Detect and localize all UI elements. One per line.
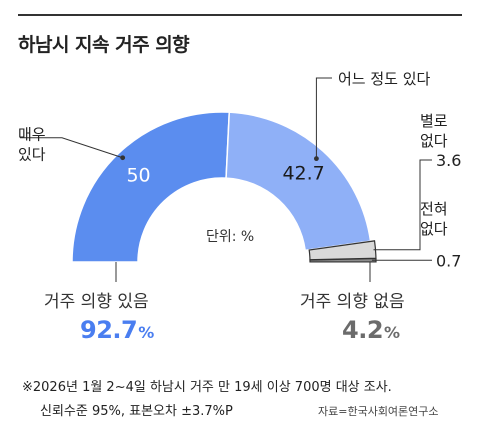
total-positive-value: 92.7% [80, 316, 154, 344]
slice-label-none-1: 없다 [420, 220, 448, 238]
total-negative-value: 4.2% [342, 316, 400, 344]
slice-label-little-1: 없다 [420, 132, 448, 150]
footnote-survey: ※2026년 1월 2~4일 하남시 거주 만 19세 이상 700명 대상 조… [22, 380, 392, 395]
slice-value-very: 50 [126, 164, 150, 186]
leader-dot-very [120, 155, 126, 161]
slice-label-little-0: 별로 [420, 112, 448, 130]
slice-none [309, 257, 377, 263]
top-rule [18, 14, 462, 16]
leader-line-some [315, 77, 332, 159]
chart-title: 하남시 지속 거주 의향 [18, 34, 190, 56]
slice-label-very-0: 매우 [18, 126, 46, 144]
slice-some [225, 111, 372, 252]
total-positive-suffix: % [138, 323, 154, 342]
slice-very [71, 111, 231, 263]
leader-line-very [20, 137, 123, 159]
slice-value-little: 3.6 [436, 151, 461, 170]
source-credit: 자료=한국사회여론연구소 [318, 405, 439, 418]
total-negative-label: 거주 의향 없음 [300, 292, 405, 312]
total-negative-number: 4.2 [342, 316, 384, 344]
leader-dot-some [314, 156, 319, 162]
footnote-margin: 신뢰수준 95%, 표본오차 ±3.7%P [40, 404, 233, 419]
slice-label-none-0: 전혀 [420, 200, 448, 218]
total-negative-suffix: % [384, 323, 400, 342]
slice-value-some: 42.7 [282, 163, 324, 185]
unit-label: 단위: % [206, 229, 255, 245]
leader-line-little [373, 159, 432, 251]
slice-label-some: 어느 정도 있다 [338, 70, 431, 88]
total-positive-label: 거주 의향 있음 [44, 292, 149, 312]
slice-label-very-1: 있다 [18, 146, 46, 164]
total-positive-number: 92.7 [80, 316, 138, 344]
slice-value-none: 0.7 [436, 251, 461, 270]
